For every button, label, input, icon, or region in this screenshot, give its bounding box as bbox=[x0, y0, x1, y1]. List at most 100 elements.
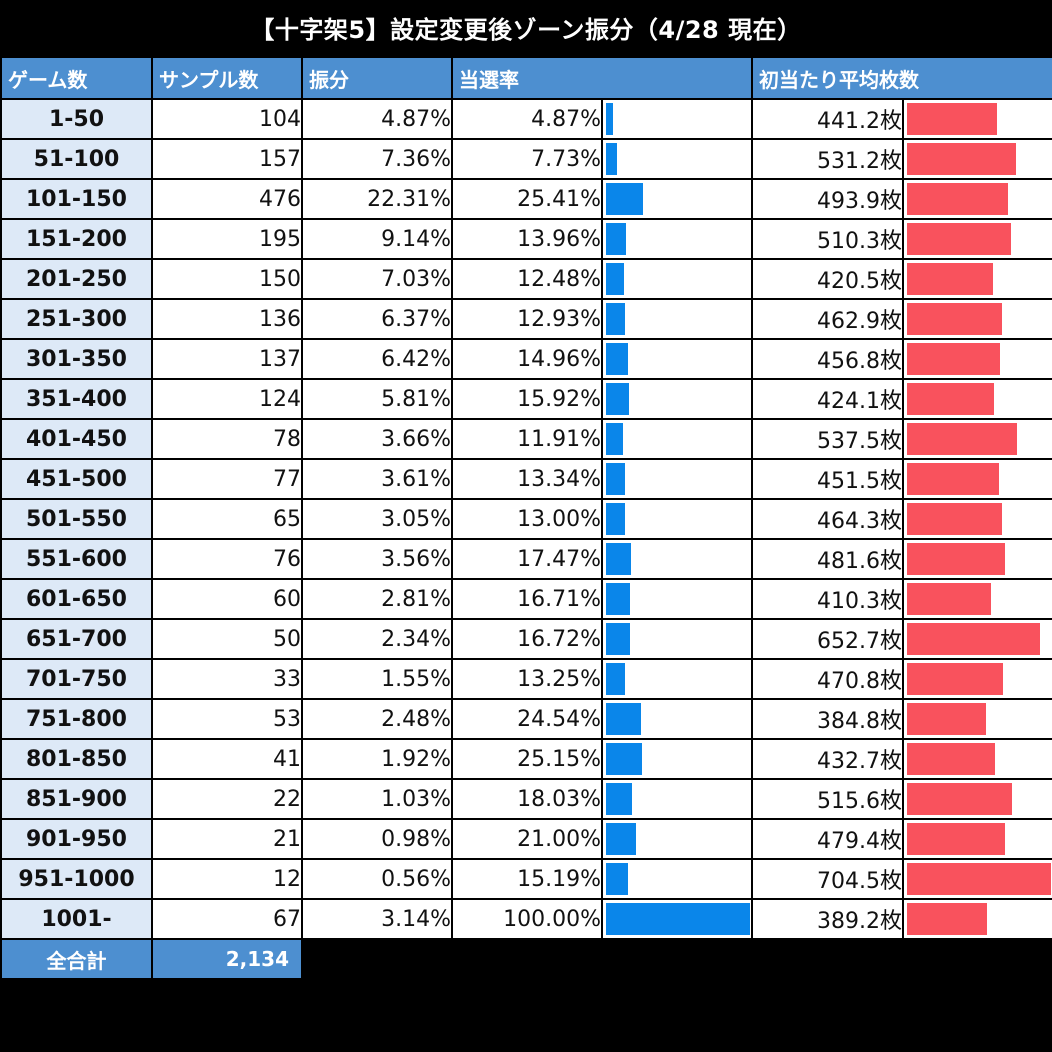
rate-value: 17.47% bbox=[451, 538, 603, 580]
rate-bar-cell bbox=[601, 698, 753, 740]
table-row: 351-400 124 5.81% 15.92% 424.1枚 bbox=[0, 378, 1052, 420]
rate-bar-cell bbox=[601, 618, 753, 660]
sample-count: 22 bbox=[151, 778, 303, 820]
coins-bar bbox=[907, 783, 1013, 815]
coins-value: 384.8枚 bbox=[751, 698, 904, 740]
rate-bar bbox=[606, 183, 643, 215]
table-row: 151-200 195 9.14% 13.96% 510.3枚 bbox=[0, 218, 1052, 260]
rate-value: 13.96% bbox=[451, 218, 603, 260]
coins-bar-cell bbox=[902, 218, 1052, 260]
rate-bar-cell bbox=[601, 778, 753, 820]
coins-bar-cell bbox=[902, 858, 1052, 900]
coins-bar-cell bbox=[902, 258, 1052, 300]
coins-value: 389.2枚 bbox=[751, 898, 904, 940]
table-row: 801-850 41 1.92% 25.15% 432.7枚 bbox=[0, 738, 1052, 780]
rate-bar-cell bbox=[601, 538, 753, 580]
share-value: 3.14% bbox=[301, 898, 453, 940]
sample-count: 195 bbox=[151, 218, 303, 260]
rate-bar-cell bbox=[601, 578, 753, 620]
zone-label: 801-850 bbox=[0, 738, 153, 780]
rate-bar bbox=[606, 583, 631, 615]
coins-bar bbox=[907, 463, 1000, 495]
rate-value: 24.54% bbox=[451, 698, 603, 740]
zone-label: 851-900 bbox=[0, 778, 153, 820]
share-value: 0.98% bbox=[301, 818, 453, 860]
coins-value: 451.5枚 bbox=[751, 458, 904, 500]
coins-bar bbox=[907, 503, 1002, 535]
zone-label: 401-450 bbox=[0, 418, 153, 460]
rate-bar-cell bbox=[601, 178, 753, 220]
table-row: 651-700 50 2.34% 16.72% 652.7枚 bbox=[0, 618, 1052, 660]
total-blank bbox=[301, 938, 1052, 980]
zone-table: ゲーム数 サンプル数 振分 当選率 初当たり平均枚数 1-50 104 4.87% 4… bbox=[0, 56, 1052, 980]
table-row: 601-650 60 2.81% 16.71% 410.3枚 bbox=[0, 578, 1052, 620]
rate-bar-cell bbox=[601, 298, 753, 340]
coins-value: 432.7枚 bbox=[751, 738, 904, 780]
header-samples: サンプル数 bbox=[151, 56, 303, 100]
sample-count: 157 bbox=[151, 138, 303, 180]
rate-value: 12.48% bbox=[451, 258, 603, 300]
rate-bar bbox=[606, 823, 637, 855]
rate-bar bbox=[606, 463, 626, 495]
rate-value: 13.25% bbox=[451, 658, 603, 700]
total-row: 全合計 2,134 bbox=[0, 938, 1052, 980]
coins-value: 704.5枚 bbox=[751, 858, 904, 900]
zone-label: 201-250 bbox=[0, 258, 153, 300]
coins-bar-cell bbox=[902, 138, 1052, 180]
rate-value: 25.15% bbox=[451, 738, 603, 780]
rate-value: 25.41% bbox=[451, 178, 603, 220]
coins-bar-cell bbox=[902, 698, 1052, 740]
coins-bar-cell bbox=[902, 378, 1052, 420]
zone-label: 351-400 bbox=[0, 378, 153, 420]
share-value: 3.61% bbox=[301, 458, 453, 500]
header-zone: ゲーム数 bbox=[0, 56, 153, 100]
share-value: 7.36% bbox=[301, 138, 453, 180]
sample-count: 76 bbox=[151, 538, 303, 580]
share-value: 2.34% bbox=[301, 618, 453, 660]
rate-bar bbox=[606, 143, 618, 175]
rate-bar-cell bbox=[601, 378, 753, 420]
sample-count: 65 bbox=[151, 498, 303, 540]
coins-bar bbox=[907, 183, 1008, 215]
header-row: ゲーム数 サンプル数 振分 当選率 初当たり平均枚数 bbox=[0, 56, 1052, 100]
share-value: 3.56% bbox=[301, 538, 453, 580]
rate-bar-cell bbox=[601, 458, 753, 500]
coins-bar-cell bbox=[902, 578, 1052, 620]
rate-bar bbox=[606, 903, 750, 935]
table-row: 701-750 33 1.55% 13.25% 470.8枚 bbox=[0, 658, 1052, 700]
coins-value: 515.6枚 bbox=[751, 778, 904, 820]
coins-bar bbox=[907, 863, 1051, 895]
sample-count: 77 bbox=[151, 458, 303, 500]
table-row: 551-600 76 3.56% 17.47% 481.6枚 bbox=[0, 538, 1052, 580]
coins-bar bbox=[907, 143, 1016, 175]
rate-bar-cell bbox=[601, 258, 753, 300]
rate-bar bbox=[606, 343, 628, 375]
rate-value: 100.00% bbox=[451, 898, 603, 940]
rate-value: 11.91% bbox=[451, 418, 603, 460]
coins-value: 510.3枚 bbox=[751, 218, 904, 260]
coins-value: 424.1枚 bbox=[751, 378, 904, 420]
coins-bar bbox=[907, 263, 993, 295]
coins-bar bbox=[907, 103, 998, 135]
share-value: 4.87% bbox=[301, 98, 453, 140]
rate-bar bbox=[606, 863, 628, 895]
rate-value: 21.00% bbox=[451, 818, 603, 860]
share-value: 2.81% bbox=[301, 578, 453, 620]
share-value: 9.14% bbox=[301, 218, 453, 260]
sample-count: 136 bbox=[151, 298, 303, 340]
coins-bar bbox=[907, 823, 1005, 855]
rate-bar-cell bbox=[601, 338, 753, 380]
zone-label: 451-500 bbox=[0, 458, 153, 500]
coins-value: 531.2枚 bbox=[751, 138, 904, 180]
coins-value: 479.4枚 bbox=[751, 818, 904, 860]
rate-value: 16.71% bbox=[451, 578, 603, 620]
rate-value: 4.87% bbox=[451, 98, 603, 140]
zone-label: 551-600 bbox=[0, 538, 153, 580]
rate-bar bbox=[606, 423, 624, 455]
share-value: 1.92% bbox=[301, 738, 453, 780]
rate-bar-cell bbox=[601, 858, 753, 900]
share-value: 0.56% bbox=[301, 858, 453, 900]
coins-bar bbox=[907, 303, 1002, 335]
coins-value: 652.7枚 bbox=[751, 618, 904, 660]
rate-bar bbox=[606, 503, 625, 535]
